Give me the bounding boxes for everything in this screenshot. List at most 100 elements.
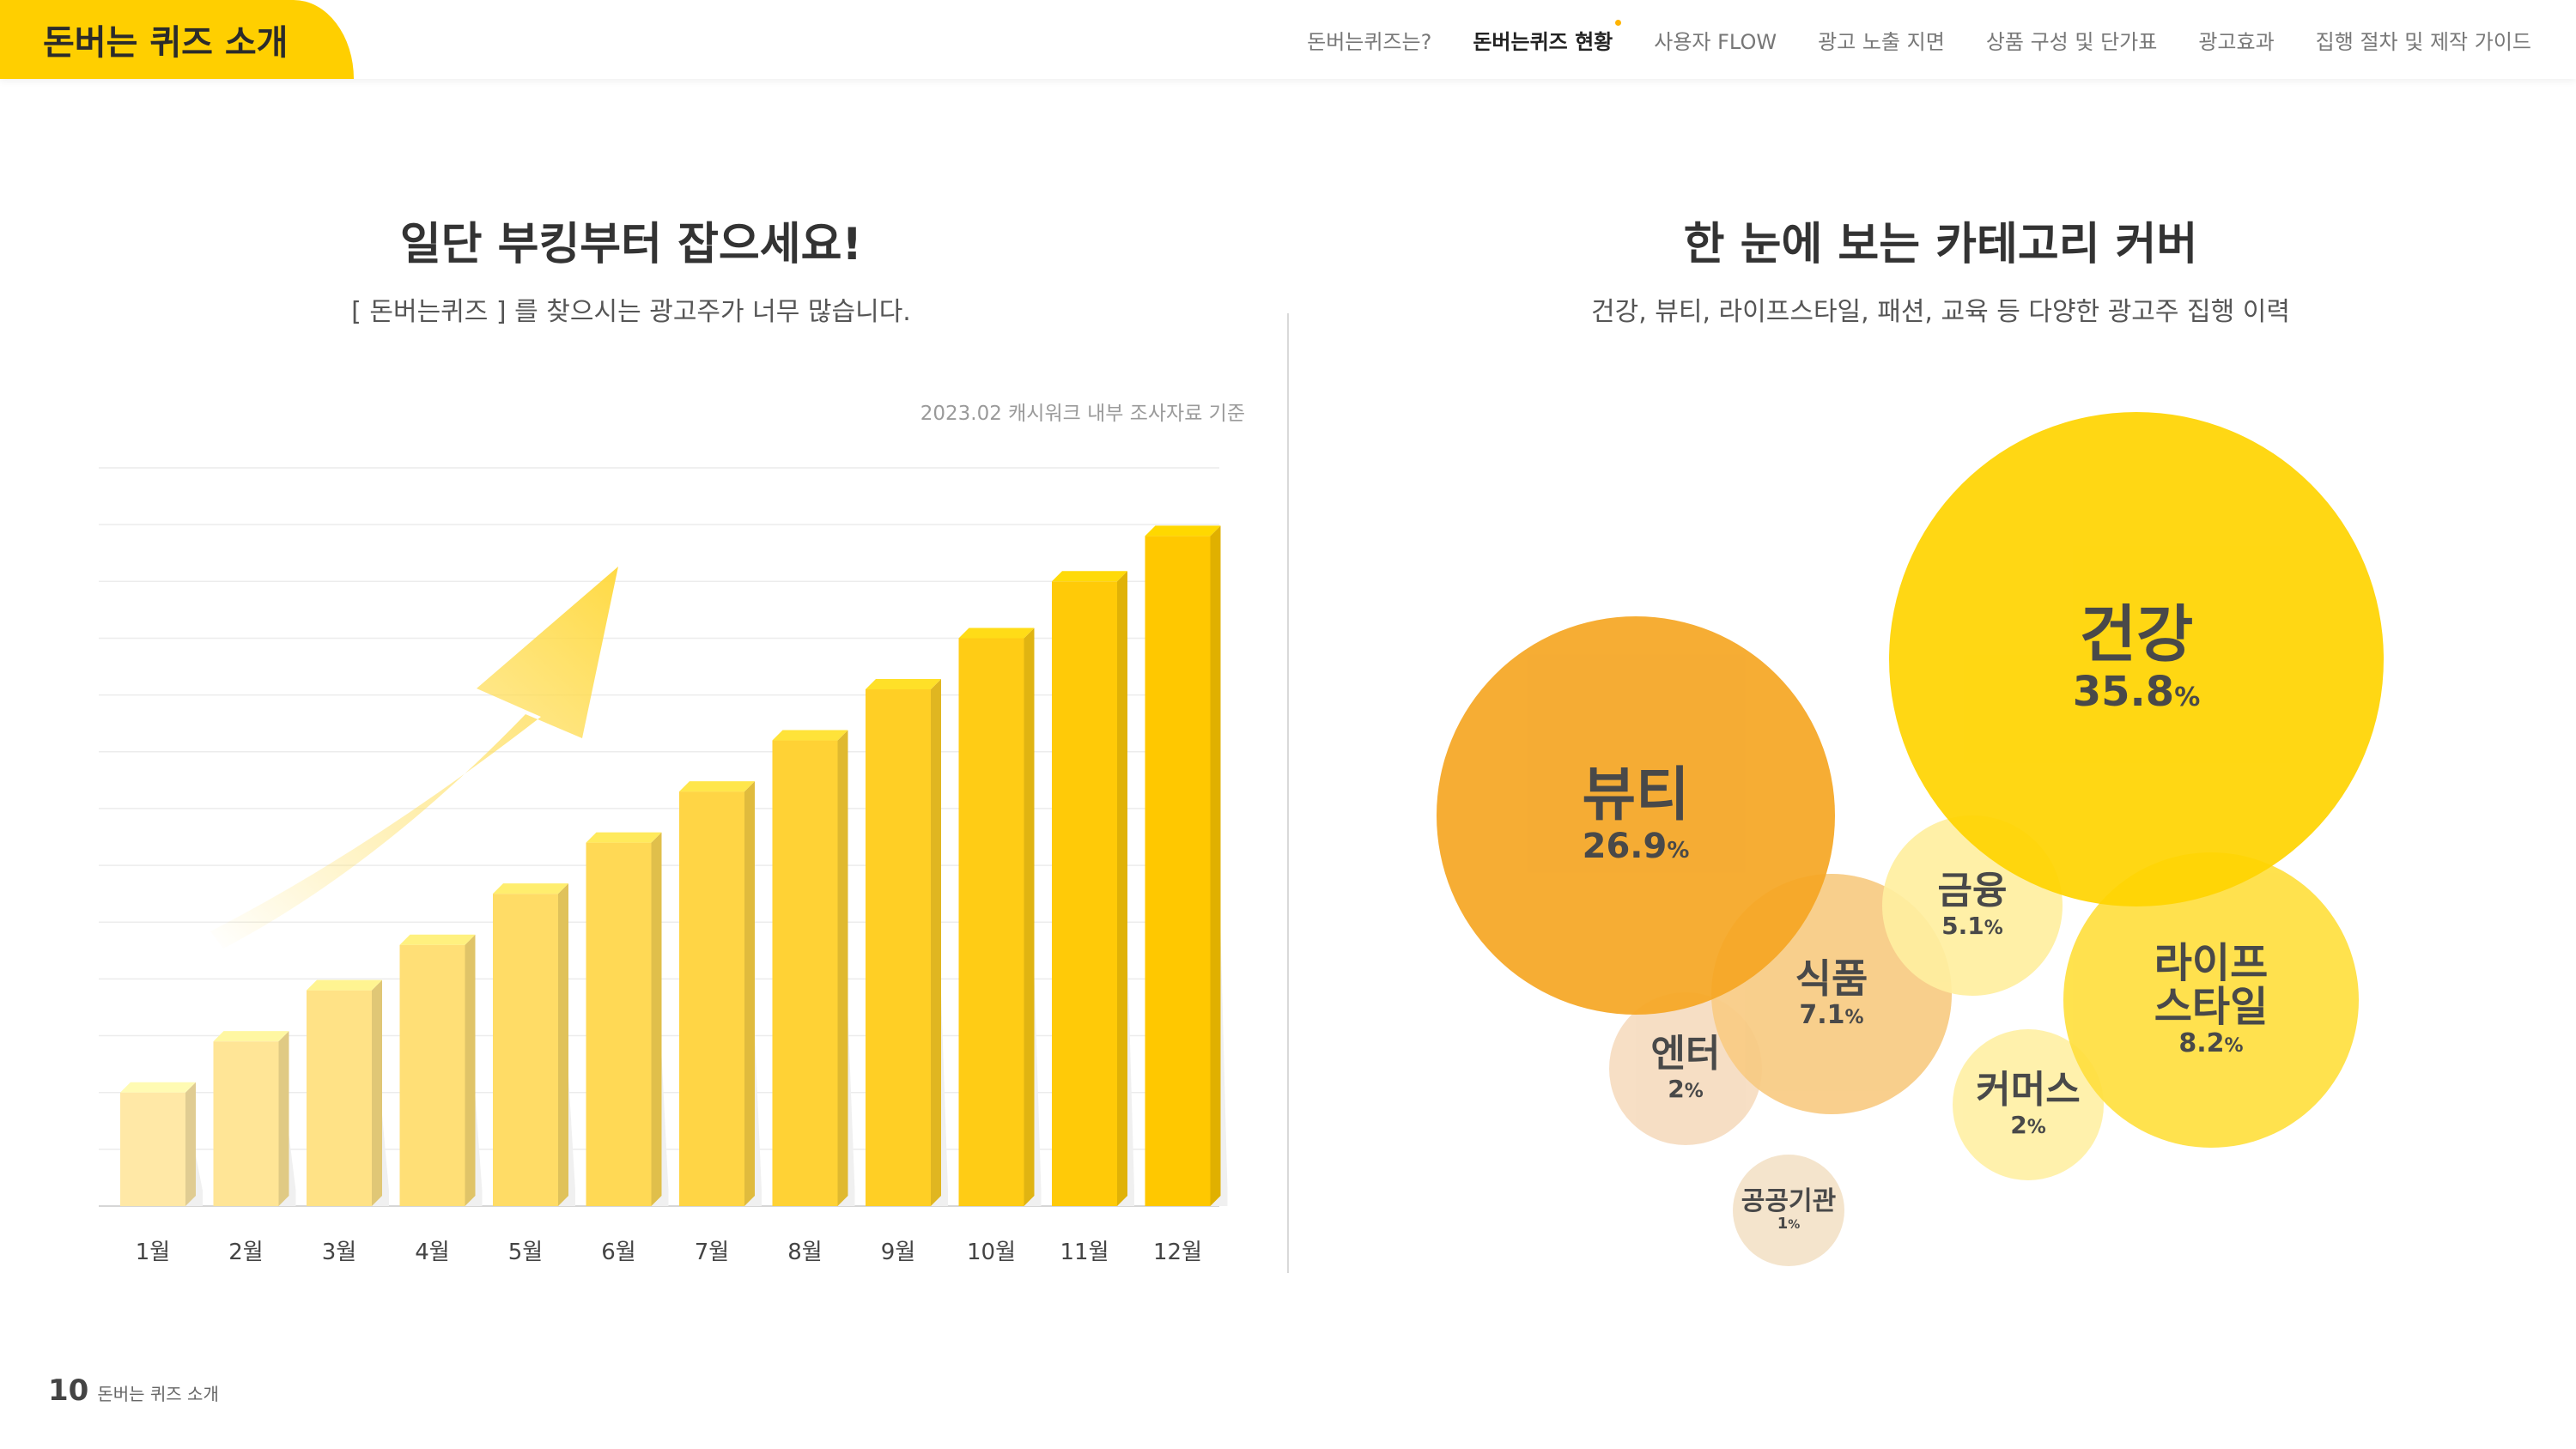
monthly-bar-chart: 1월 2월 3월 4월 5월 6월 7월 8월 9월 10월 11월 12월 (99, 467, 1228, 1265)
category-bubble: 식품 7.1% (1711, 874, 1952, 1114)
x-tick-label: 4월 (415, 1240, 449, 1265)
bar-front (586, 842, 652, 1206)
bar-top (958, 627, 1035, 639)
bar (866, 679, 948, 1206)
chart-bars (120, 525, 1228, 1206)
bubble-label: 엔터 (1650, 1032, 1721, 1076)
bar (213, 1031, 296, 1206)
nav-item-intro[interactable]: 돈버는퀴즈는? (1307, 29, 1432, 54)
bar-front (958, 638, 1024, 1206)
x-tick-label: 5월 (508, 1240, 543, 1265)
chart-x-labels: 1월 2월 3월 4월 5월 6월 7월 8월 9월 10월 11월 12월 (136, 1240, 1202, 1265)
bubble-value: 2% (2010, 1110, 2046, 1139)
bar-top (307, 979, 382, 991)
bar-side (931, 679, 941, 1206)
bar-side (278, 1031, 289, 1206)
nav-item-ad-placement[interactable]: 광고 노출 지면 (1818, 29, 1945, 54)
bar-top (772, 730, 848, 741)
bar-front (679, 791, 744, 1206)
source-note: 2023.02 캐시워크 내부 조사자료 기준 (920, 403, 1245, 425)
bar-side (558, 883, 568, 1206)
bar (120, 1082, 203, 1206)
x-tick-label: 12월 (1153, 1240, 1202, 1265)
bubble-label: 뷰티 (1582, 761, 1690, 830)
bubble-label: 라이프 스타일 (2154, 939, 2269, 1031)
bubble-value: 5.1% (1941, 911, 2003, 940)
bar-top (586, 832, 662, 843)
bar (586, 832, 669, 1206)
bar (1052, 571, 1134, 1206)
bubble-label: 커머스 (1976, 1068, 2081, 1113)
left-title: 일단 부킹부터 잡으세요! (399, 219, 863, 270)
bar-side (465, 934, 476, 1206)
category-bubble: 라이프 스타일 8.2% (2063, 852, 2359, 1148)
nav-item-user-flow[interactable]: 사용자 FLOW (1654, 29, 1777, 54)
bar (1145, 525, 1228, 1206)
footer: 10 돈버는 퀴즈 소개 (48, 1373, 219, 1408)
bar-front (866, 689, 931, 1206)
left-subtitle: [ 돈버는퀴즈 ] 를 찾으시는 광고주가 너무 많습니다. (351, 297, 911, 327)
bubble-value: 2% (1668, 1074, 1704, 1103)
bar-top (1052, 571, 1127, 582)
right-subtitle: 건강, 뷰티, 라이프스타일, 패션, 교육 등 다양한 광고주 집행 이력 (1591, 297, 2290, 327)
growth-arrow-layer (210, 567, 618, 949)
bar-front (399, 944, 465, 1206)
bubble-label: 공공기관 (1741, 1185, 1837, 1216)
growth-arrow-icon (210, 567, 618, 949)
bar-side (1024, 627, 1035, 1206)
bar (772, 730, 855, 1206)
x-tick-label: 9월 (881, 1240, 915, 1265)
bar-top (493, 883, 568, 894)
nav-item-product-pricing[interactable]: 상품 구성 및 단가표 (1985, 29, 2158, 54)
bar-top (213, 1031, 289, 1042)
section-title: 돈버는 퀴즈 소개 (43, 23, 289, 63)
bar-front (307, 990, 372, 1206)
bar (399, 934, 483, 1206)
x-tick-label: 7월 (695, 1240, 729, 1265)
bar-front (1145, 536, 1211, 1206)
bar-top (866, 679, 941, 689)
bar-side (185, 1082, 196, 1206)
bar-top (399, 934, 476, 945)
bar-front (213, 1041, 279, 1206)
right-title: 한 눈에 보는 카테고리 커버 (1683, 219, 2198, 270)
x-tick-label: 2월 (228, 1240, 263, 1265)
x-tick-label: 10월 (967, 1240, 1016, 1265)
bar-side (372, 979, 382, 1206)
bubble-value: 35.8% (2072, 667, 2201, 716)
bar-side (1117, 571, 1127, 1206)
section-divider (1287, 313, 1289, 1273)
bar (958, 627, 1042, 1206)
bubble-label: 식품 (1795, 955, 1868, 1003)
bar-front (493, 894, 558, 1206)
category-bubble: 건강 35.8% (1889, 412, 2384, 906)
bar-front (1052, 581, 1117, 1206)
nav-item-guide[interactable]: 집행 절차 및 제작 가이드 (2315, 29, 2531, 54)
bar-side (1210, 525, 1221, 1206)
bar-front (120, 1092, 185, 1206)
nav-item-status[interactable]: 돈버는퀴즈 현황 (1473, 19, 1622, 55)
x-tick-label: 3월 (322, 1240, 356, 1265)
bubble-value: 26.9% (1582, 826, 1690, 866)
bar-top (1145, 525, 1221, 537)
bar (307, 979, 389, 1206)
x-tick-label: 11월 (1060, 1240, 1109, 1265)
bar-top (120, 1082, 196, 1093)
category-bubble: 엔터 2% (1609, 992, 1762, 1145)
bubble-label: 금융 (1937, 869, 2008, 913)
bar-top (679, 781, 755, 792)
bar (679, 781, 762, 1206)
category-bubble: 커머스 2% (1953, 1029, 2104, 1180)
bar (493, 883, 575, 1206)
bubble-value: 7.1% (1799, 999, 1864, 1030)
bar-side (837, 730, 848, 1206)
category-bubble: 공공기관 1% (1733, 1155, 1844, 1266)
bubble-value: 8.2% (2178, 1028, 2244, 1058)
nav-item-ad-effect[interactable]: 광고효과 (2198, 29, 2275, 54)
bubble-label: 건강 (2079, 598, 2194, 671)
top-header: 돈버는 퀴즈 소개 돈버는퀴즈는? 돈버는퀴즈 현황 사용자 FLOW 광고 노… (0, 0, 2576, 79)
page-number: 10 (48, 1373, 89, 1408)
bubble-value: 1% (1777, 1215, 1801, 1234)
category-bubble: 금융 5.1% (1882, 815, 2063, 996)
bar-side (651, 832, 662, 1206)
